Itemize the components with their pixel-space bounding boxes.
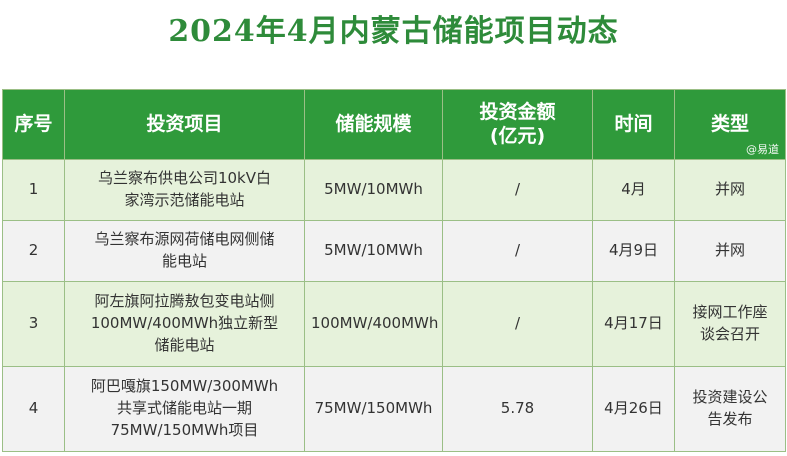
header-scale: 储能规模	[304, 89, 443, 160]
table-row: 1 乌兰察布供电公司10kV白 家湾示范储能电站 5MW/10MWh / 4月 …	[2, 159, 786, 221]
watermark-text: @易道	[746, 143, 779, 157]
header-type-label: 类型	[710, 112, 749, 135]
table-header-row: 序号 投资项目 储能规模 投资金额 (亿元) 时间 类型 @易道	[2, 89, 786, 160]
cell-project-line: 能电站	[161, 252, 207, 270]
cell-amount: /	[442, 159, 593, 221]
header-time: 时间	[592, 89, 675, 160]
watermark: @易道	[746, 143, 779, 157]
cell-project-line: 75MW/150MWh项目	[110, 420, 259, 439]
cell-project: 阿巴嘎旗150MW/300MWh 共享式储能电站一期 75MW/150MWh项目	[64, 366, 305, 452]
cell-project: 乌兰察布供电公司10kV白 家湾示范储能电站	[64, 159, 305, 221]
cell-type-line: 并网	[714, 180, 745, 199]
cell-type: 接网工作座 谈会召开	[674, 281, 786, 367]
cell-project-line: 乌兰察布供电公司10kV白	[97, 169, 272, 188]
cell-project: 乌兰察布源网荷储电网侧储 能电站	[64, 220, 305, 282]
cell-type-line: 谈会召开	[699, 325, 760, 343]
table-row: 4 阿巴嘎旗150MW/300MWh 共享式储能电站一期 75MW/150MWh…	[2, 366, 786, 452]
header-project: 投资项目	[64, 89, 305, 160]
cell-scale: 5MW/10MWh	[304, 159, 443, 221]
cell-amount: /	[442, 281, 593, 367]
cell-type: 投资建设公 告发布	[674, 366, 786, 452]
cell-index: 4	[2, 366, 65, 452]
cell-type-line: 并网	[714, 241, 745, 260]
cell-type-line: 投资建设公	[692, 388, 768, 407]
cell-project-line: 100MW/400MWh独立新型	[90, 314, 279, 333]
cell-scale: 5MW/10MWh	[304, 220, 443, 282]
cell-project-line: 储能电站	[154, 335, 215, 354]
cell-project: 阿左旗阿拉腾敖包变电站侧 100MW/400MWh独立新型 储能电站	[64, 281, 305, 367]
cell-time: 4月9日	[592, 220, 675, 282]
cell-project-line: 家湾示范储能电站	[124, 191, 245, 209]
cell-type-line: 告发布	[707, 410, 753, 428]
cell-scale: 100MW/400MWh	[304, 281, 443, 367]
page-title: 2024年4月内蒙古储能项目动态	[168, 14, 619, 49]
projects-table: 序号 投资项目 储能规模 投资金额 (亿元) 时间 类型 @易道 1 乌兰察布供…	[2, 89, 786, 452]
cell-time: 4月	[592, 159, 675, 221]
cell-index: 2	[2, 220, 65, 282]
cell-project-line: 乌兰察布源网荷储电网侧储	[94, 230, 275, 249]
cell-project-line: 共享式储能电站一期	[116, 399, 252, 418]
header-amount-line2: (亿元)	[489, 124, 546, 147]
cell-time: 4月26日	[592, 366, 675, 452]
table-row: 3 阿左旗阿拉腾敖包变电站侧 100MW/400MWh独立新型 储能电站 100…	[2, 281, 786, 367]
header-index: 序号	[2, 89, 65, 160]
header-amount: 投资金额 (亿元)	[442, 89, 593, 160]
cell-index: 3	[2, 281, 65, 367]
table-row: 2 乌兰察布源网荷储电网侧储 能电站 5MW/10MWh / 4月9日 并网	[2, 220, 786, 282]
cell-scale: 75MW/150MWh	[304, 366, 443, 452]
cell-amount: /	[442, 220, 593, 282]
cell-type-line: 接网工作座	[692, 303, 768, 322]
header-type: 类型 @易道	[674, 89, 786, 160]
cell-project-line: 阿巴嘎旗150MW/300MWh	[90, 377, 279, 396]
cell-type: 并网	[674, 159, 786, 221]
cell-amount: 5.78	[442, 366, 593, 452]
cell-index: 1	[2, 159, 65, 221]
cell-time: 4月17日	[592, 281, 675, 367]
header-amount-line1: 投资金额	[479, 100, 556, 123]
cell-project-line: 阿左旗阿拉腾敖包变电站侧	[94, 292, 275, 311]
cell-type: 并网	[674, 220, 786, 282]
